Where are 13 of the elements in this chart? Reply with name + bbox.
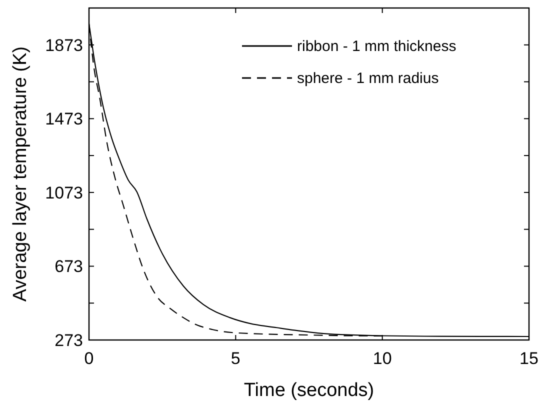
y-tick-label: 273: [54, 331, 83, 350]
y-axis-title: Average layer temperature (K): [10, 46, 31, 302]
y-tick-label: 1873: [45, 36, 83, 55]
y-tick-label: 1473: [45, 110, 83, 129]
x-tick-label: 10: [372, 349, 392, 368]
legend-label: sphere - 1 mm radius: [297, 70, 439, 87]
y-tick-label: 673: [54, 257, 83, 276]
x-tick-label: 0: [84, 349, 94, 368]
x-tick-label: 15: [520, 349, 538, 368]
y-tick-label: 1073: [45, 183, 83, 202]
x-tick-label: 5: [230, 349, 240, 368]
x-axis-title: Time (seconds): [244, 380, 374, 401]
legend-label: ribbon - 1 mm thickness: [297, 38, 456, 55]
